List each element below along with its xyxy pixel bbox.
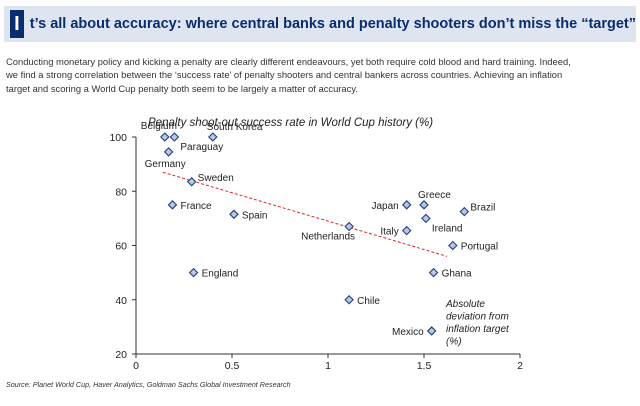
data-label: Belgium: [141, 121, 177, 132]
header-banner: I t’s all about accuracy: where central …: [4, 6, 636, 42]
data-point: [169, 132, 180, 142]
data-label: Chile: [357, 296, 380, 307]
data-point: [208, 132, 218, 142]
data-label: Netherlands: [301, 232, 355, 243]
intro-paragraph: Conducting monetary policy and kicking a…: [6, 55, 634, 95]
x-axis-label: inflation target: [446, 324, 510, 335]
y-tick-label: 60: [115, 241, 127, 253]
data-label: Brazil: [470, 203, 495, 214]
data-label: England: [202, 269, 239, 280]
data-point: [167, 200, 178, 210]
data-label: Japan: [371, 201, 398, 212]
data-label: Portugal: [461, 242, 498, 253]
data-point: [160, 132, 170, 142]
y-tick-label: 100: [109, 132, 127, 144]
data-label: Ireland: [432, 223, 463, 234]
data-point: [229, 209, 239, 220]
data-point: [426, 326, 437, 336]
y-tick-label: 80: [115, 186, 127, 198]
banner-mark: I: [10, 10, 24, 38]
data-label: Greece: [418, 190, 451, 201]
data-point: [428, 267, 439, 278]
trend-line: [162, 171, 448, 257]
x-tick-label: 0: [133, 360, 139, 372]
data-point: [419, 200, 429, 210]
data-point: [186, 176, 197, 187]
y-tick-label: 20: [115, 349, 127, 361]
chart-title: Penalty shoot-out success rate in World …: [148, 117, 434, 129]
data-label: Italy: [380, 227, 398, 238]
x-tick-label: 2: [517, 360, 523, 372]
data-label: Ghana: [442, 269, 472, 280]
data-point: [459, 206, 470, 217]
x-tick-label: 1.5: [417, 360, 432, 372]
data-point: [188, 267, 199, 278]
x-axis-label: (%): [446, 337, 462, 348]
intro-line: Conducting monetary policy and kicking a…: [6, 56, 571, 67]
data-label: Sweden: [198, 173, 234, 184]
data-label: Germany: [145, 159, 186, 170]
y-tick-label: 40: [115, 295, 127, 307]
x-axis-label: deviation from: [446, 312, 509, 323]
data-point: [344, 294, 354, 305]
x-tick-label: 1: [325, 360, 331, 372]
data-label: South Korea: [207, 122, 263, 133]
data-point: [448, 240, 458, 251]
data-label: Mexico: [392, 327, 424, 338]
intro-line: target and scoring a World Cup penalty b…: [6, 82, 358, 94]
data-label: Spain: [242, 210, 268, 221]
intro-line: we find a strong correlation between the…: [6, 69, 563, 81]
source-note: Source: Planet World Cup, Haver Analytic…: [6, 380, 291, 389]
data-point: [401, 225, 412, 236]
data-point: [344, 221, 354, 232]
data-point: [401, 200, 412, 210]
data-label: Paraguay: [180, 142, 223, 153]
data-point: [421, 213, 431, 224]
x-tick-label: 0.5: [225, 360, 240, 372]
data-label: France: [180, 201, 212, 212]
page-title: t’s all about accuracy: where central ba…: [29, 16, 636, 32]
x-axis-label: Absolute: [445, 299, 485, 310]
data-point: [163, 147, 174, 157]
